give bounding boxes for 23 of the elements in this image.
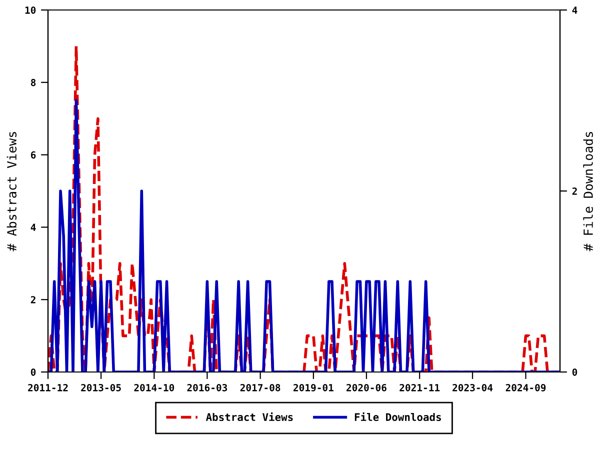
y-tick-label: 10 — [25, 6, 36, 14]
y2-tick-label: 2 — [572, 187, 577, 195]
x-tick-label: 2011-12 — [28, 384, 68, 392]
legend-label: Abstract Views — [206, 412, 293, 422]
x-tick-label: 2023-04 — [452, 384, 493, 392]
x-tick-label: 2019-01 — [293, 384, 334, 392]
y-tick-label: 4 — [30, 224, 36, 231]
x-tick-label: 2021-11 — [400, 384, 440, 392]
y-tick-label: 6 — [30, 151, 36, 159]
legend-label: File Downloads — [354, 412, 441, 422]
y-tick-label: 8 — [30, 78, 36, 86]
x-tick-label: 2014-10 — [134, 384, 174, 392]
x-tick-label: 2017-08 — [240, 384, 280, 392]
y-tick-label: 0 — [30, 368, 36, 376]
y-axis-title: # Abstract Views — [6, 132, 17, 252]
x-tick-label: 2020-06 — [346, 384, 386, 392]
x-tick-label: 2013-05 — [81, 384, 121, 392]
x-tick-label: 2016-03 — [187, 384, 228, 392]
y-tick-label: 2 — [30, 296, 36, 304]
x-tick-label: 2024-09 — [506, 384, 546, 392]
y2-tick-label: 4 — [572, 6, 578, 14]
y2-axis-title: # File Downloads — [583, 132, 593, 252]
y2-tick-label: 0 — [572, 368, 578, 376]
